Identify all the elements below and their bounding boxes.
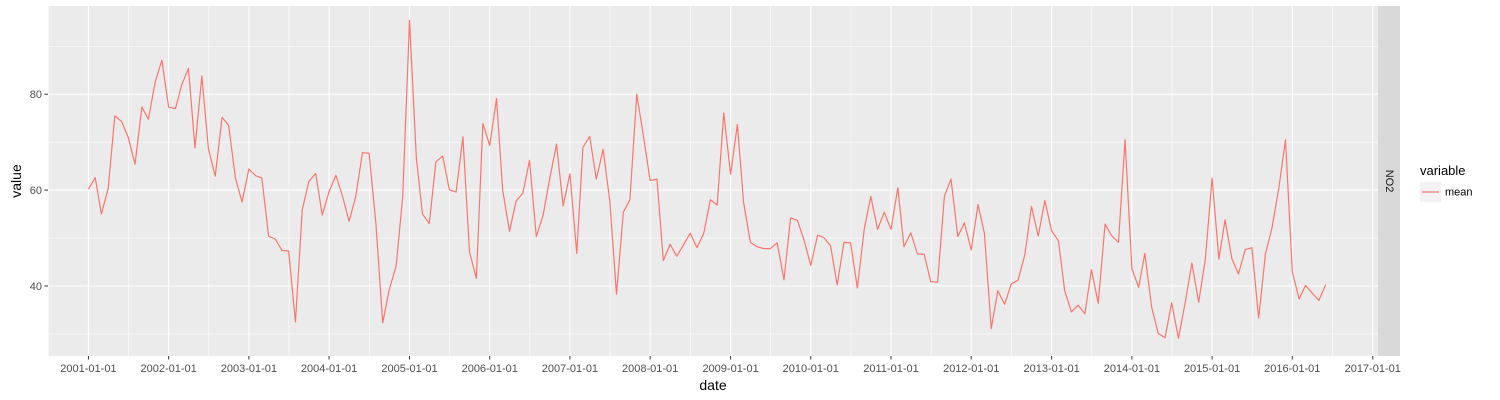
series-layer [87,19,1327,339]
series-line-mean [87,19,1327,339]
x-tick-label-2015-01-01: 2015-01-01 [1184,363,1240,375]
x-tick-label-2001-01-01: 2001-01-01 [60,363,116,375]
x-axis-title: date [699,377,726,393]
x-tick-label-2017-01-01: 2017-01-01 [1345,363,1401,375]
x-tick-label-2013-01-01: 2013-01-01 [1024,363,1080,375]
x-tick-label-2007-01-01: 2007-01-01 [542,363,598,375]
x-tick-label-2012-01-01: 2012-01-01 [943,363,999,375]
x-tick-label-2011-01-01: 2011-01-01 [863,363,918,375]
legend-title: variable [1420,163,1466,178]
x-tick-label-2003-01-01: 2003-01-01 [221,363,277,375]
minor-gridlines [48,6,1378,356]
y-axis: 40 60 80 [30,89,48,293]
facet-strip [1378,6,1400,356]
y-tick-label-60: 60 [30,185,42,197]
x-tick-label-2014-01-01: 2014-01-01 [1104,363,1160,375]
x-tick-label-2016-01-01: 2016-01-01 [1264,363,1320,375]
x-axis: 2001-01-01 2002-01-01 2003-01-01 2004-01-01… [60,356,1401,375]
legend-label-mean: mean [1445,187,1473,199]
major-gridlines [48,6,1378,356]
panel-background [48,6,1378,356]
x-tick-label-2004-01-01: 2004-01-01 [301,363,357,375]
x-tick-label-2002-01-01: 2002-01-01 [141,363,197,375]
y-tick-label-40: 40 [30,281,42,293]
legend: variable mean [1420,163,1473,202]
x-tick-label-2006-01-01: 2006-01-01 [462,363,518,375]
x-tick-label-2009-01-01: 2009-01-01 [702,363,758,375]
x-tick-label-2010-01-01: 2010-01-01 [783,363,839,375]
x-tick-label-2005-01-01: 2005-01-01 [381,363,437,375]
y-tick-label-80: 80 [30,89,42,101]
y-axis-title: value [8,164,24,198]
facet-strip-label: NO2 [1383,170,1395,193]
x-tick-label-2008-01-01: 2008-01-01 [622,363,678,375]
